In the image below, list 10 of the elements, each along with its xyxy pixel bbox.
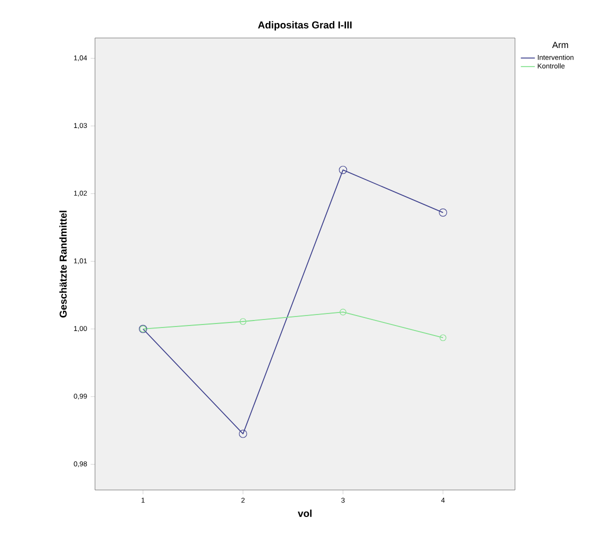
point xyxy=(238,430,248,438)
legend-title: Arm xyxy=(552,42,568,48)
point xyxy=(438,208,448,217)
chart-title: Adipositas Grad I-III xyxy=(258,21,352,30)
x-axis-title: vol xyxy=(298,510,312,517)
point xyxy=(440,334,446,342)
point xyxy=(338,166,348,174)
y-axis-title: Geschätzte Randmittel xyxy=(59,210,67,318)
point xyxy=(240,318,246,325)
point xyxy=(340,308,346,316)
